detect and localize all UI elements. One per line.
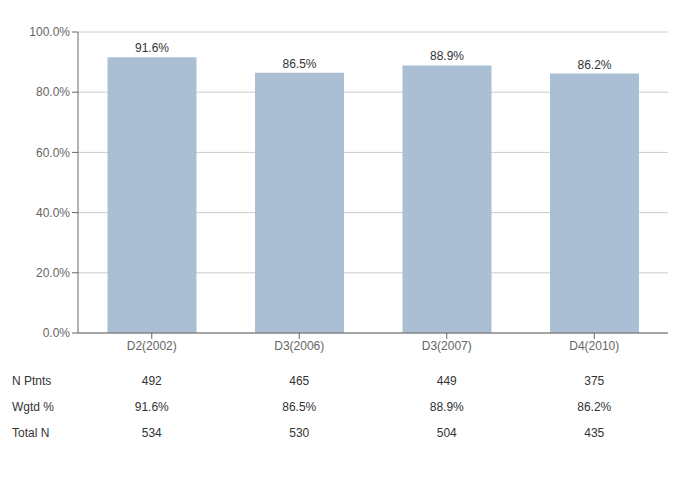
svg-text:D2(2002): D2(2002) — [127, 339, 177, 353]
html-text:492: 492 — [141, 374, 162, 388]
svg-text:20.0%: 20.0% — [36, 266, 70, 280]
svg-text:80.0%: 80.0% — [36, 85, 70, 99]
html-text:Total N: Total N — [12, 426, 50, 440]
html-text:435: 435 — [584, 426, 605, 440]
svg-text:D3(2007): D3(2007) — [422, 339, 472, 353]
html-text:534: 534 — [141, 426, 162, 440]
svg-text:40.0%: 40.0% — [36, 206, 70, 220]
html-text:86.2%: 86.2% — [577, 400, 612, 414]
html-text:88.9%: 88.9% — [429, 400, 464, 414]
svg-text:D4(2010): D4(2010) — [569, 339, 619, 353]
svg-text:86.5%: 86.5% — [282, 57, 316, 71]
html-text:449: 449 — [436, 374, 457, 388]
html-text:504: 504 — [436, 426, 457, 440]
svg-text:88.9%: 88.9% — [430, 49, 464, 63]
html-text:91.6%: 91.6% — [134, 400, 169, 414]
html-text:Wgtd %: Wgtd % — [12, 400, 54, 414]
svg-text:D3(2006): D3(2006) — [274, 339, 324, 353]
svg-text:0.0%: 0.0% — [43, 326, 71, 340]
html-text:375: 375 — [584, 374, 605, 388]
html-text:N Ptnts: N Ptnts — [12, 374, 52, 388]
svg-text:86.2%: 86.2% — [577, 58, 611, 72]
html-text:530: 530 — [289, 426, 310, 440]
html-text:465: 465 — [289, 374, 310, 388]
svg-text:91.6%: 91.6% — [135, 41, 169, 55]
html-text:86.5%: 86.5% — [282, 400, 317, 414]
svg-text:60.0%: 60.0% — [36, 146, 70, 160]
svg-text:100.0%: 100.0% — [29, 25, 70, 39]
